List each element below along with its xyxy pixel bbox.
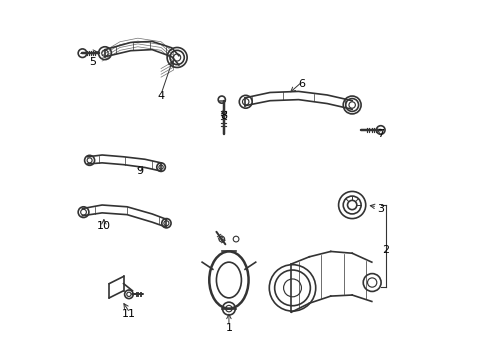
Text: 8: 8 (220, 111, 227, 121)
Circle shape (376, 126, 385, 134)
Text: 11: 11 (122, 309, 136, 319)
Text: 9: 9 (136, 166, 143, 176)
Text: 3: 3 (377, 203, 384, 213)
Text: 5: 5 (90, 57, 97, 67)
Text: 4: 4 (157, 91, 165, 101)
Text: 7: 7 (377, 129, 384, 139)
Circle shape (218, 96, 225, 103)
Circle shape (78, 49, 87, 58)
Text: 1: 1 (225, 323, 232, 333)
Text: 2: 2 (383, 245, 390, 255)
Text: 10: 10 (97, 221, 111, 231)
Text: 6: 6 (299, 78, 306, 89)
